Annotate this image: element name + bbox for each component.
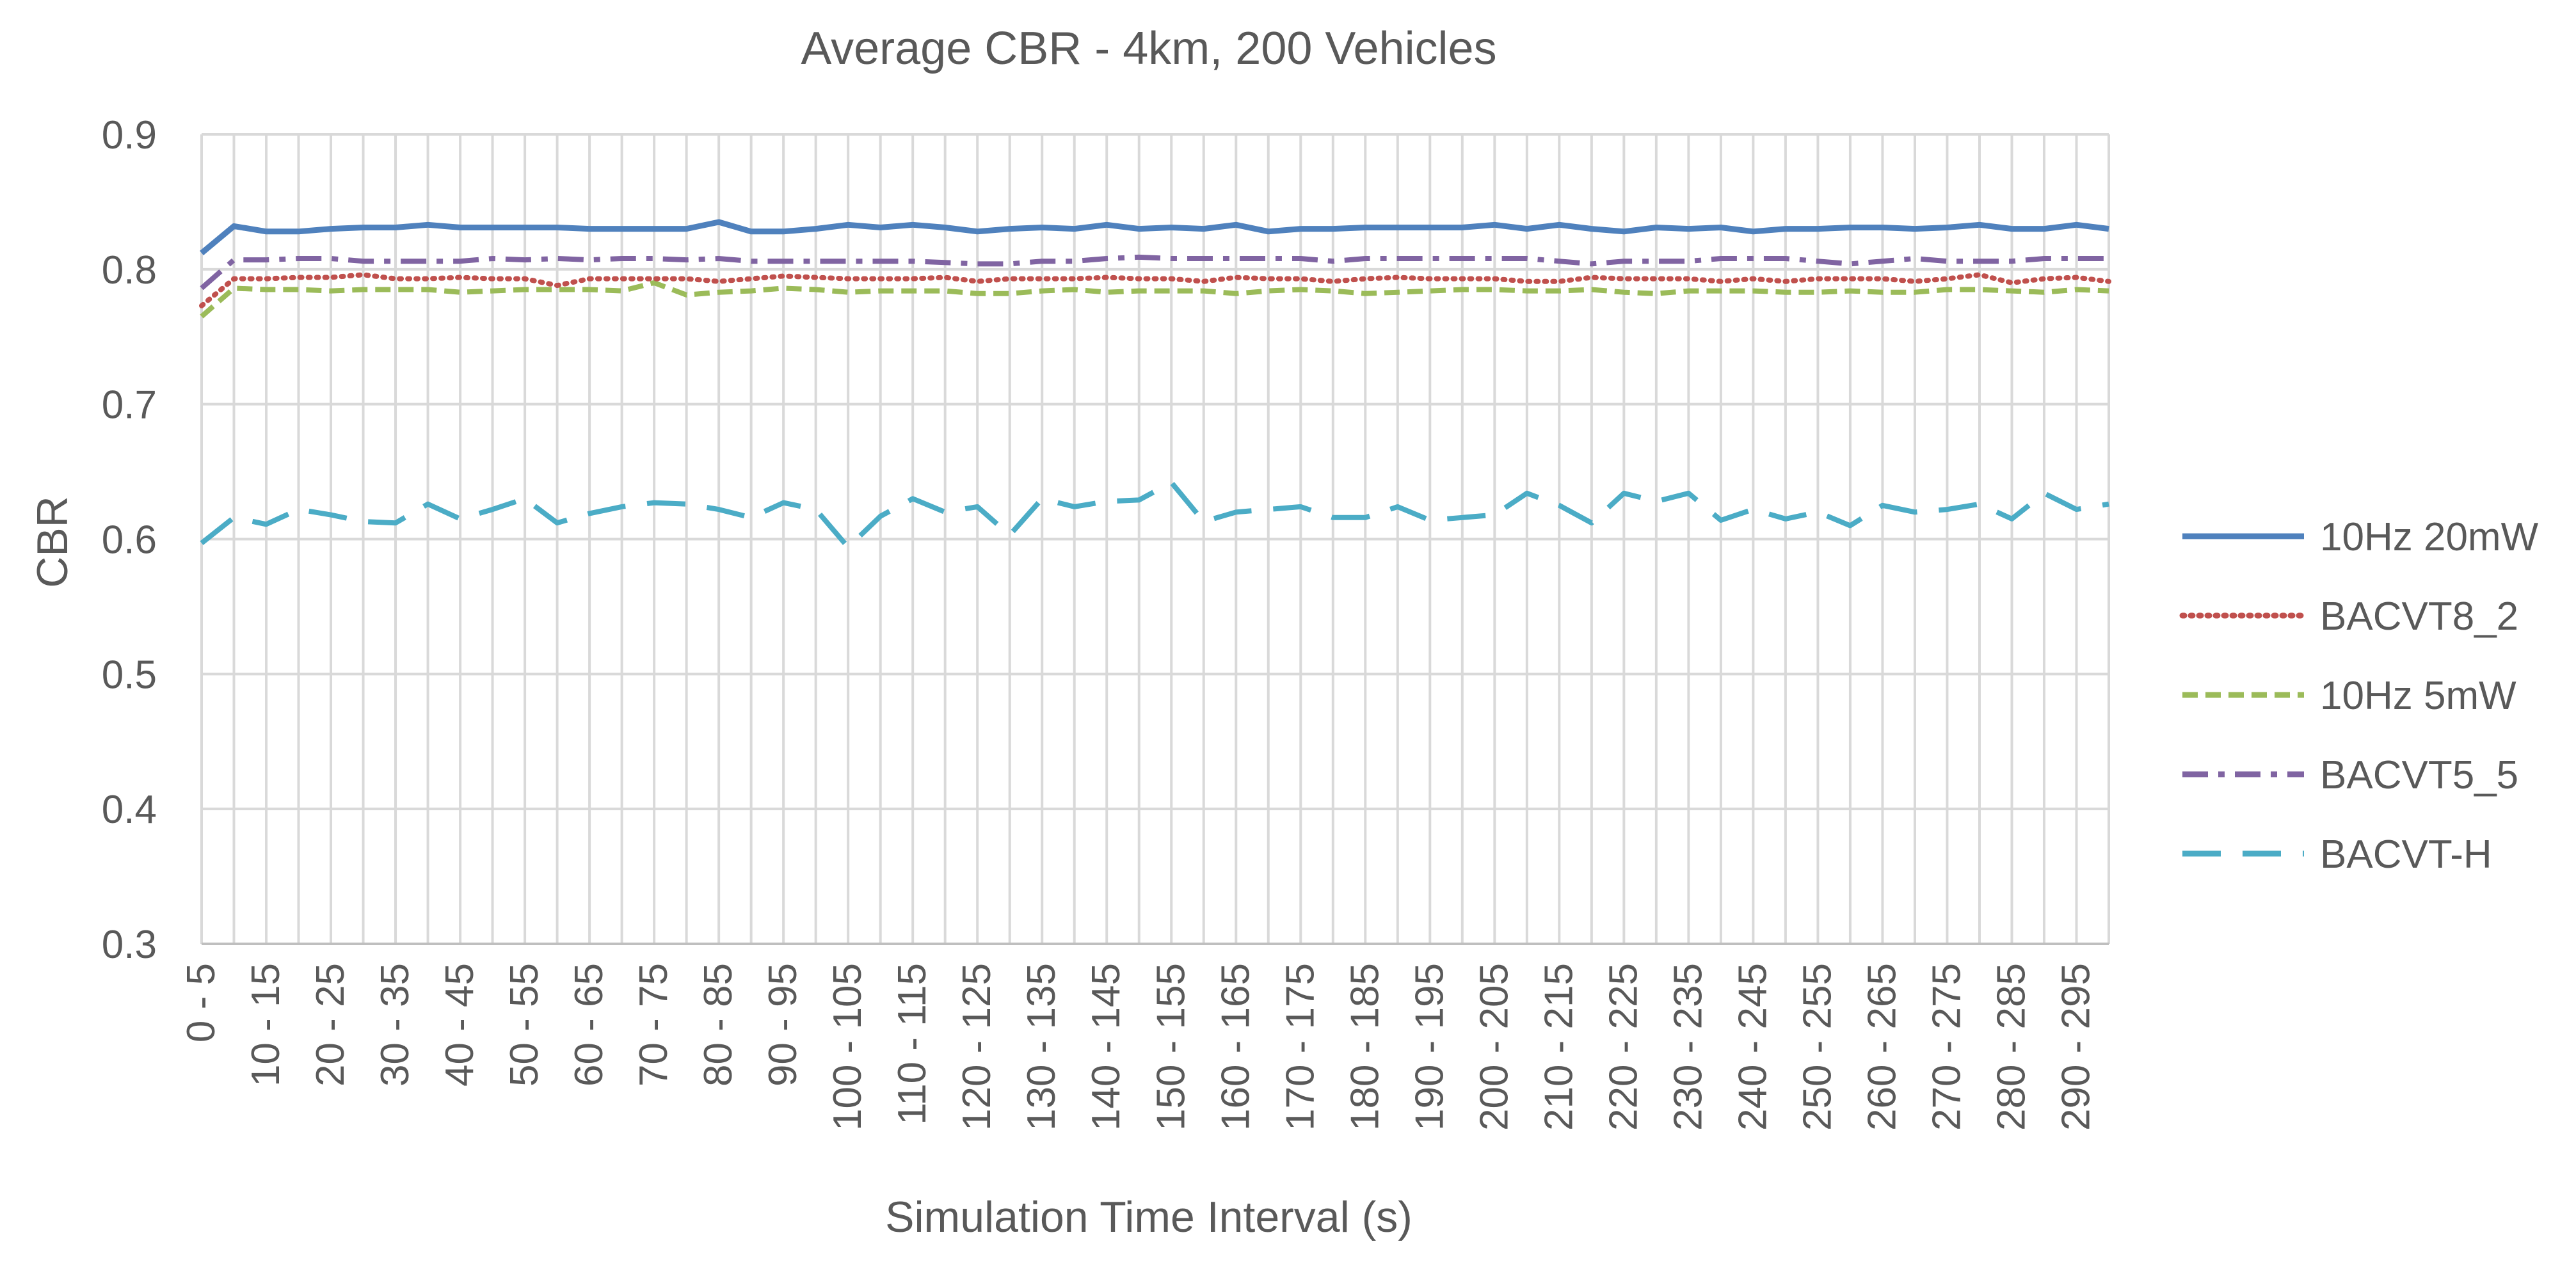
y-tick-label: 0.3 — [102, 923, 157, 967]
x-tick-label: 150 - 155 — [1149, 963, 1193, 1131]
x-axis-ticks: 0 - 5 10 - 15 20 - 25 30 - 35 40 - 45 50 - 55… — [179, 963, 2098, 1131]
x-tick-label: 10 - 15 — [244, 963, 288, 1087]
x-tick-label: 160 - 165 — [1213, 963, 1258, 1131]
x-tick-label: 180 - 185 — [1343, 963, 1387, 1131]
series-lines — [199, 219, 2111, 550]
y-tick-label: 0.5 — [102, 653, 157, 697]
legend: 10Hz 20mW BACVT8_2 10Hz 5mW BACVT5_5 BACVT-H — [2179, 515, 2539, 877]
x-tick-label: 210 - 215 — [1537, 963, 1581, 1131]
series-line-bacvt5-5 — [200, 254, 2109, 291]
x-tick-label: 30 - 35 — [373, 963, 417, 1087]
y-axis-ticks: 0.3 0.4 0.5 0.6 0.7 0.8 0.9 — [102, 113, 157, 967]
x-tick-label: 110 - 115 — [890, 963, 934, 1125]
series-line-10hz-20mw — [200, 219, 2109, 255]
series-line-bacvt-h — [200, 480, 2109, 550]
y-tick-label: 0.4 — [102, 788, 157, 832]
legend-label: 10Hz 20mW — [2320, 515, 2539, 559]
x-tick-label: 50 - 55 — [502, 963, 547, 1087]
x-tick-label: 40 - 45 — [438, 963, 482, 1087]
x-tick-label: 130 - 135 — [1020, 963, 1064, 1131]
x-axis-title: Simulation Time Interval (s) — [885, 1193, 1412, 1241]
legend-label: BACVT5_5 — [2320, 753, 2518, 797]
x-tick-label: 280 - 285 — [1989, 963, 2033, 1131]
y-tick-label: 0.7 — [102, 383, 157, 427]
x-tick-label: 250 - 255 — [1795, 963, 1839, 1131]
x-tick-label: 200 - 205 — [1472, 963, 1516, 1131]
x-tick-label: 290 - 295 — [2054, 963, 2098, 1131]
y-axis-title: CBR — [28, 496, 77, 588]
x-tick-label: 80 - 85 — [696, 963, 740, 1087]
chart-title: Average CBR - 4km, 200 Vehicles — [801, 23, 1496, 74]
y-tick-label: 0.9 — [102, 113, 157, 157]
legend-label: 10Hz 5mW — [2320, 674, 2516, 718]
x-tick-label: 90 - 95 — [761, 963, 805, 1087]
legend-label: BACVT8_2 — [2320, 594, 2518, 639]
x-tick-label: 20 - 25 — [308, 963, 353, 1087]
x-tick-label: 120 - 125 — [955, 963, 999, 1131]
series-line-bacvt8-2 — [199, 272, 2111, 308]
legend-label: BACVT-H — [2320, 833, 2492, 877]
series-line-10hz-5mw — [200, 280, 2109, 319]
y-tick-label: 0.6 — [102, 518, 157, 562]
gridlines — [200, 133, 2110, 945]
x-tick-label: 70 - 75 — [632, 963, 676, 1087]
y-tick-label: 0.8 — [102, 248, 157, 292]
x-tick-label: 170 - 175 — [1278, 963, 1322, 1131]
x-tick-label: 140 - 145 — [1084, 963, 1128, 1131]
x-tick-label: 260 - 265 — [1860, 963, 1904, 1131]
x-tick-label: 230 - 235 — [1666, 963, 1710, 1131]
x-tick-label: 270 - 275 — [1924, 963, 1969, 1131]
x-tick-label: 220 - 225 — [1601, 963, 1645, 1131]
x-tick-label: 240 - 245 — [1731, 963, 1775, 1131]
x-tick-label: 190 - 195 — [1407, 963, 1452, 1131]
x-tick-label: 100 - 105 — [826, 963, 870, 1131]
x-tick-label: 60 - 65 — [567, 963, 611, 1087]
x-tick-label: 0 - 5 — [179, 963, 223, 1042]
